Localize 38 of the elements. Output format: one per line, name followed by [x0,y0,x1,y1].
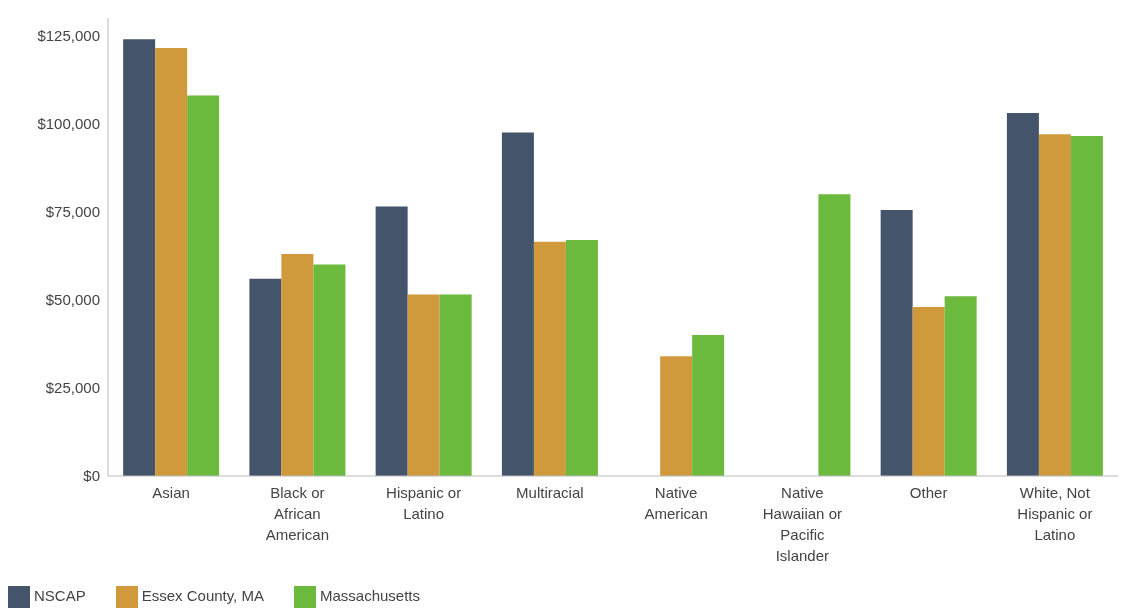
x-tick-label: White, Not Hispanic or Latino [1017,484,1093,543]
bar [944,296,977,476]
x-tick-label: Other [909,484,948,501]
bar [880,210,913,476]
bar [155,47,188,476]
bar [818,194,851,476]
x-tick-label: Native Hawaiian or Pacific Islander [762,484,842,564]
y-tick-label: $50,000 [45,291,100,309]
bar [1006,113,1039,476]
y-tick-label: $0 [83,467,100,485]
bar [692,335,725,476]
bar [375,206,408,476]
x-tick-label: Native American [644,484,708,522]
bar [660,356,693,476]
y-tick-label: $125,000 [37,26,100,44]
bar [123,39,156,476]
legend-label: Massachusetts [319,586,420,604]
bar [501,132,534,476]
y-tick-label: $75,000 [45,203,100,221]
bar [533,241,566,476]
bar [1070,136,1103,476]
bar [1038,134,1071,476]
bar [439,294,472,476]
bar [912,306,945,476]
bar [407,294,440,476]
legend-label: Essex County, MA [141,586,264,604]
x-tick-label: Asian [152,484,190,501]
bar [565,239,598,476]
bar [313,264,346,476]
bar [249,278,282,476]
bar [187,95,220,476]
y-tick-label: $25,000 [45,379,100,397]
x-tick-label: Hispanic or Latino [386,484,462,522]
y-tick-label: $100,000 [37,115,100,133]
legend-label: NSCAP [34,586,86,604]
x-tick-label: Multiracial [516,484,584,501]
bar [281,254,314,476]
x-tick-label: Black or African American [265,484,330,543]
